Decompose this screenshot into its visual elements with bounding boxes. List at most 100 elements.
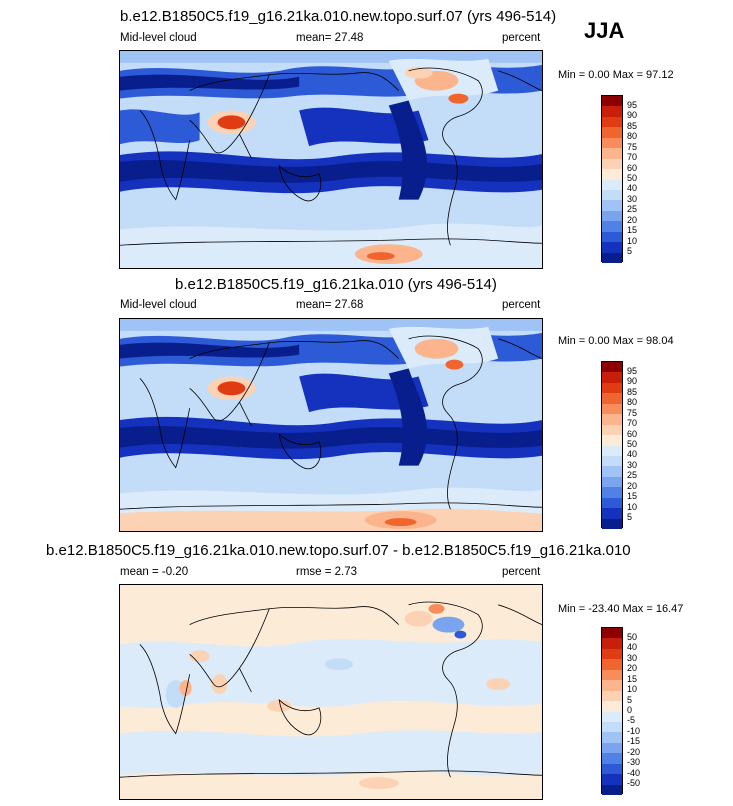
colorbar-swatch (602, 659, 622, 670)
panel3-map (119, 584, 543, 800)
panel1-title: b.e12.B1850C5.f19_g16.21ka.010.new.topo.… (120, 8, 557, 25)
colorbar-tick-label: 50 (627, 439, 638, 449)
colorbar-tick-label: 10 (627, 501, 638, 512)
colorbar-swatch (602, 106, 622, 117)
panel3-mean: mean = -0.20 (120, 566, 189, 578)
colorbar-tick-label: 30 (627, 652, 638, 663)
colorbar-tick-label: 95 (627, 99, 638, 110)
colorbar-swatch (602, 711, 622, 722)
colorbar-tick-label: 40 (627, 642, 638, 653)
colorbar-swatch (602, 497, 622, 509)
colorbar-swatch (602, 445, 622, 456)
panel2-mean: mean= 27.68 (296, 299, 364, 311)
panel2-colorbar (601, 361, 623, 529)
panel3-rmse: rmse = 2.73 (296, 566, 358, 578)
colorbar-tick-label: 15 (627, 225, 638, 236)
colorbar-swatch (602, 487, 622, 498)
colorbar-swatch (602, 721, 622, 733)
colorbar-tick-label: 25 (627, 470, 638, 481)
colorbar-swatch (602, 200, 622, 211)
panel2-units: percent (502, 299, 541, 311)
colorbar-swatch (602, 424, 622, 436)
colorbar-swatch (602, 210, 622, 222)
season-label: JJA (584, 18, 625, 43)
colorbar-swatch (602, 137, 622, 149)
colorbar-tick-label: 50 (627, 631, 638, 642)
colorbar-tick-label: 40 (627, 183, 638, 194)
colorbar-swatch (602, 784, 622, 795)
colorbar-tick-label: 80 (627, 131, 638, 142)
colorbar-tick-label: 25 (627, 204, 638, 215)
colorbar-tick-label: 80 (627, 397, 638, 408)
colorbar-swatch (602, 680, 622, 691)
colorbar-swatch (602, 690, 622, 702)
panel2-title: b.e12.B1850C5.f19_g16.21ka.010 (yrs 496-… (175, 276, 497, 293)
panel1-units: percent (502, 32, 541, 44)
colorbar-tick-label: -40 (627, 767, 641, 778)
colorbar-tick-label: 70 (627, 152, 638, 163)
panel2-map-field (120, 319, 542, 531)
colorbar-swatch (602, 403, 622, 415)
colorbar-swatch (602, 648, 622, 660)
colorbar-tick-label: 85 (627, 120, 638, 131)
colorbar-tick-label: 70 (627, 418, 638, 429)
colorbar-swatch (602, 466, 622, 477)
panel1-map (119, 50, 543, 269)
colorbar-tick-label: 5 (627, 246, 633, 257)
colorbar-swatch (602, 169, 622, 180)
colorbar-tick-label: -10 (627, 725, 641, 736)
colorbar-swatch (602, 96, 622, 107)
colorbar-swatch (602, 231, 622, 243)
colorbar-swatch (602, 732, 622, 743)
colorbar-swatch (602, 116, 622, 128)
colorbar-tick-label: 15 (627, 491, 638, 502)
colorbar-swatch (602, 414, 622, 425)
colorbar-tick-label: -15 (627, 736, 641, 747)
panel3-minmax: Min = -23.40 Max = 16.47 (558, 603, 684, 615)
colorbar-swatch (602, 435, 622, 446)
panel2-map (119, 318, 543, 532)
colorbar-tick-label: 5 (627, 512, 633, 523)
colorbar-tick-label: 40 (627, 449, 638, 460)
colorbar-tick-label: 60 (627, 162, 638, 173)
panel1-mean: mean= 27.48 (296, 32, 364, 44)
colorbar-tick-label: 75 (627, 407, 638, 418)
colorbar-swatch (602, 189, 622, 201)
colorbar-tick-label: 20 (627, 480, 638, 491)
colorbar-swatch (602, 179, 622, 190)
panel1-colorbar (601, 95, 623, 263)
colorbar-swatch (602, 742, 622, 754)
colorbar-tick-label: 50 (627, 173, 638, 183)
colorbar-swatch (602, 518, 622, 529)
colorbar-tick-label: 90 (627, 110, 638, 121)
panel3-map-field (120, 585, 542, 799)
colorbar-tick-label: 20 (627, 214, 638, 225)
panel2-minmax: Min = 0.00 Max = 98.04 (558, 335, 674, 347)
colorbar-swatch (602, 221, 622, 232)
panel1-variable-label: Mid-level cloud (120, 32, 197, 44)
colorbar-tick-label: 0 (627, 705, 633, 715)
colorbar-tick-label: -50 (627, 778, 641, 789)
colorbar-swatch (602, 127, 622, 138)
colorbar-tick-label: -30 (627, 757, 641, 768)
colorbar-tick-label: 95 (627, 365, 638, 376)
panel2-variable-label: Mid-level cloud (120, 299, 197, 311)
colorbar-swatch (602, 393, 622, 404)
colorbar-tick-label: -5 (627, 715, 636, 726)
colorbar-swatch (602, 753, 622, 764)
colorbar-tick-label: 90 (627, 376, 638, 387)
colorbar-swatch (602, 669, 622, 681)
colorbar-swatch (602, 476, 622, 488)
panel3-colorbar (601, 627, 623, 795)
colorbar-swatch (602, 382, 622, 394)
colorbar-tick-label: 5 (627, 694, 633, 705)
colorbar-tick-label: 60 (627, 428, 638, 439)
colorbar-swatch (602, 638, 622, 649)
colorbar-tick-label: 30 (627, 193, 638, 204)
colorbar-swatch (602, 774, 622, 785)
colorbar-tick-label: -20 (627, 746, 641, 757)
colorbar-swatch (602, 763, 622, 775)
colorbar-tick-label: 75 (627, 141, 638, 152)
panel1-minmax: Min = 0.00 Max = 97.12 (558, 69, 674, 81)
colorbar-tick-label: 85 (627, 386, 638, 397)
